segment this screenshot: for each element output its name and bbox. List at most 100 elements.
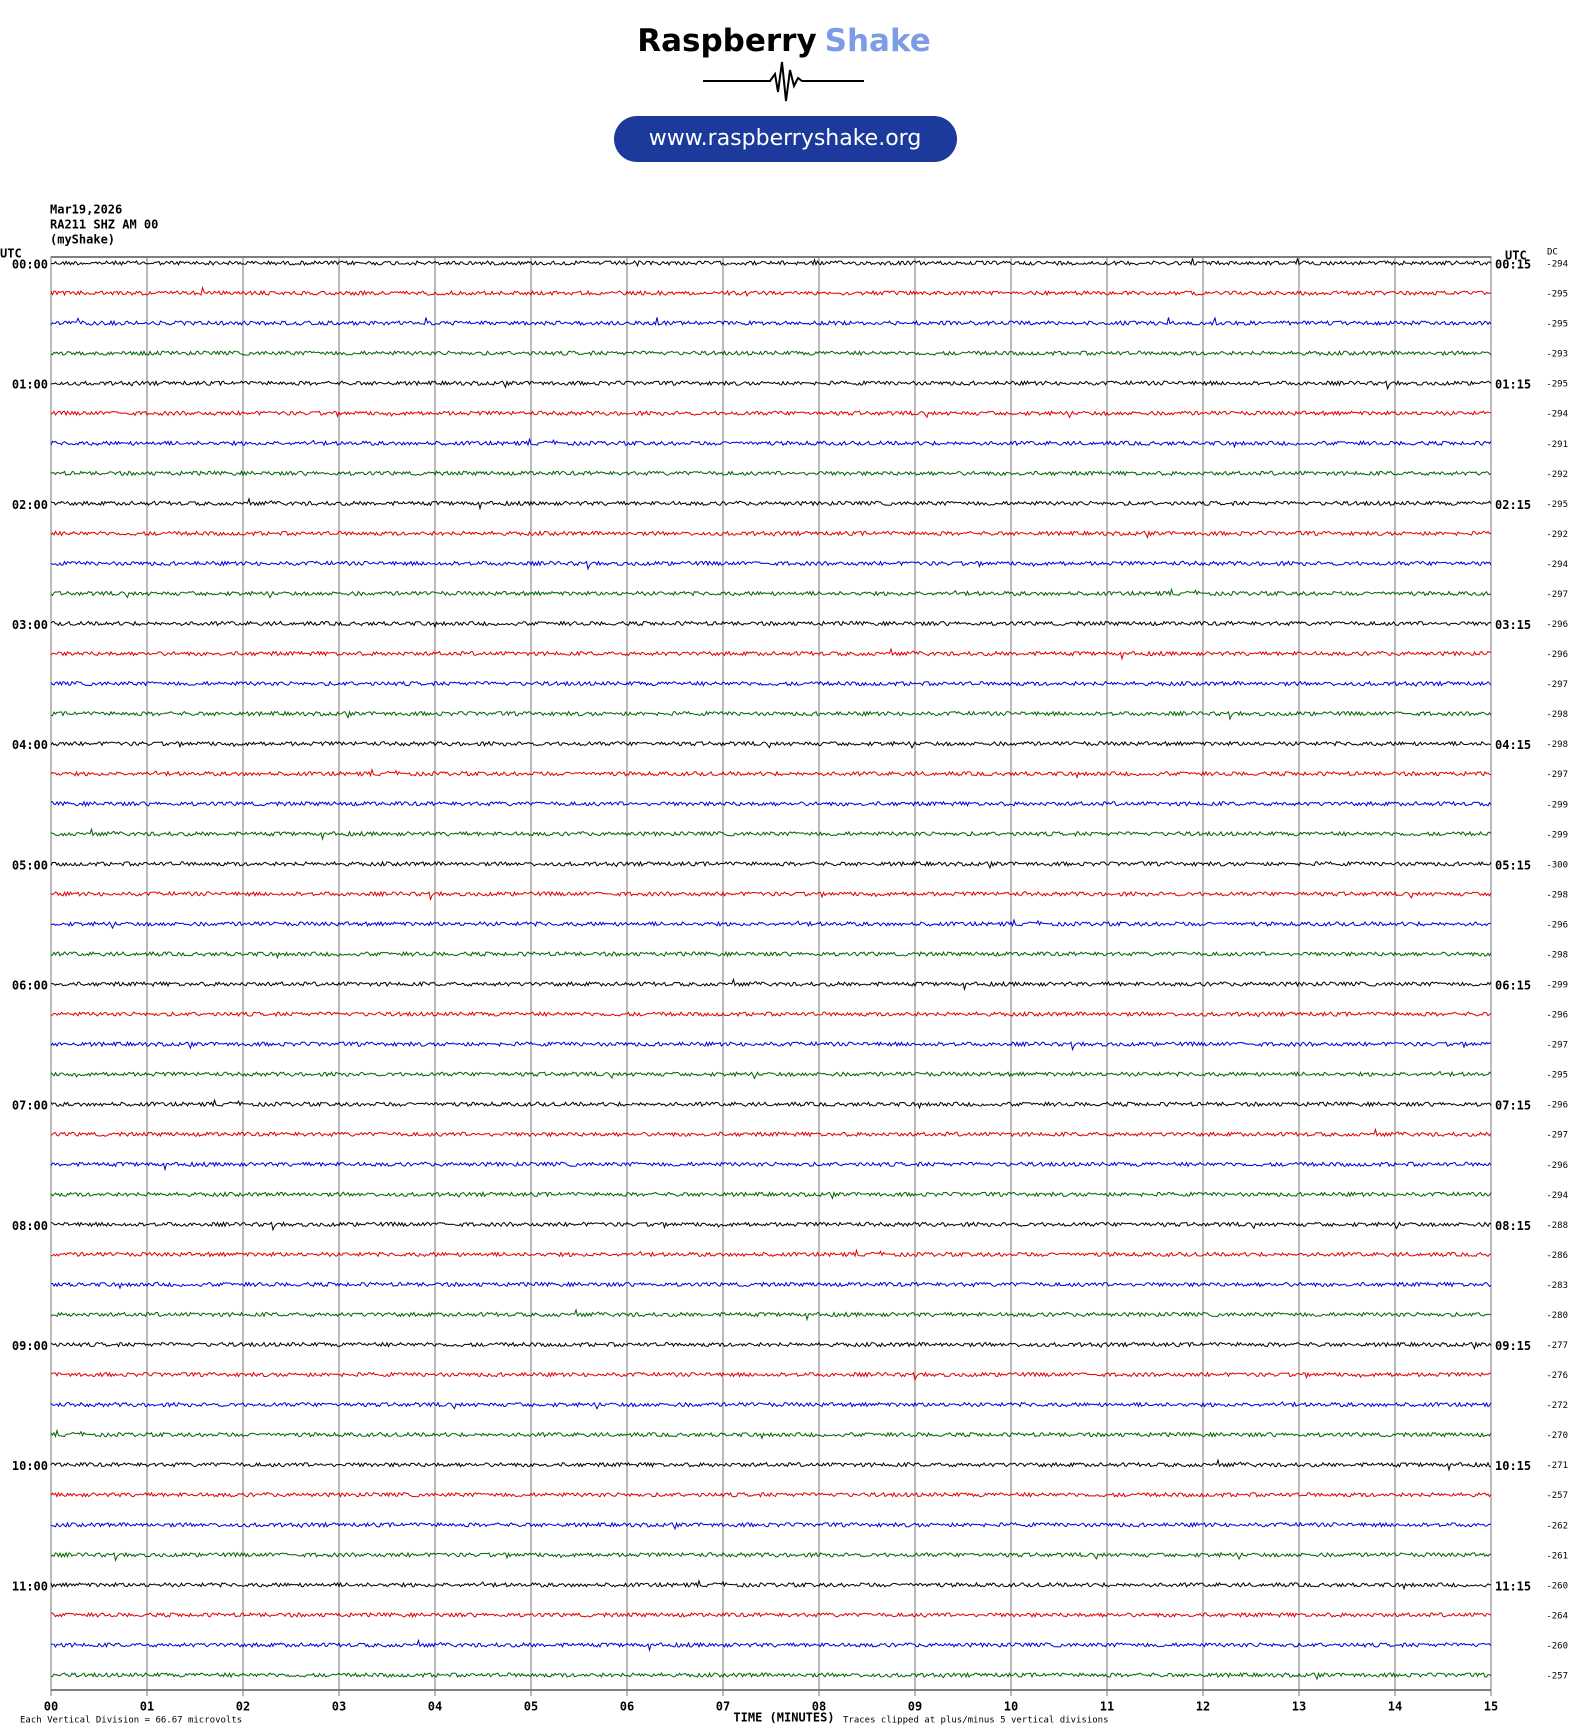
dc-value: -294 <box>1546 410 1568 420</box>
dc-value: -261 <box>1546 1551 1568 1561</box>
left-axis-label: UTC <box>0 247 22 261</box>
left-hour-label: 01:00 <box>12 378 48 392</box>
division-note: Each Vertical Division = 66.67 microvolt… <box>20 1716 242 1726</box>
clip-note: Traces clipped at plus/minus 5 vertical … <box>843 1716 1109 1726</box>
dc-value: -294 <box>1546 260 1568 270</box>
dc-value: -270 <box>1546 1431 1568 1441</box>
x-tick-label: 09 <box>908 1700 922 1714</box>
url[interactable]: www.raspberryshake.org <box>649 126 922 151</box>
right-hour-label: 00:15 <box>1495 258 1531 272</box>
right-hour-label: 08:15 <box>1495 1219 1531 1233</box>
dc-value: -292 <box>1546 530 1568 540</box>
trace <box>50 1010 1492 1018</box>
trace <box>50 437 1492 449</box>
left-hour-label: 00:00 <box>12 258 48 272</box>
dc-value: -257 <box>1546 1491 1568 1501</box>
trace <box>50 587 1492 599</box>
plot-frame <box>50 256 1492 1691</box>
right-hour-label: 05:15 <box>1495 858 1531 872</box>
trace <box>50 767 1492 779</box>
left-hour-label: 04:00 <box>12 738 48 752</box>
trace <box>50 620 1492 629</box>
dc-value: -264 <box>1546 1611 1568 1621</box>
right-hour-label: 10:15 <box>1495 1459 1531 1473</box>
left-hour-label: 09:00 <box>12 1339 48 1353</box>
trace <box>50 1638 1492 1653</box>
dc-value: -298 <box>1546 950 1568 960</box>
x-tick-label: 14 <box>1388 1700 1402 1714</box>
left-hour-label: 06:00 <box>12 979 48 993</box>
dc-value: -262 <box>1546 1521 1568 1531</box>
dc-value: -296 <box>1546 1161 1568 1171</box>
left-hour-label: 02:00 <box>12 498 48 512</box>
trace <box>50 680 1492 687</box>
dc-value: -296 <box>1546 1011 1568 1021</box>
x-tick-label: 07 <box>716 1700 730 1714</box>
dc-value: -295 <box>1546 320 1568 330</box>
trace <box>50 1371 1492 1382</box>
right-hour-label: 11:15 <box>1495 1579 1531 1593</box>
dc-value: -295 <box>1546 380 1568 390</box>
dc-value: -297 <box>1546 590 1568 600</box>
dc-value: -294 <box>1546 560 1568 570</box>
trace <box>50 800 1492 808</box>
x-axis-label: TIME (MINUTES) <box>733 1711 834 1725</box>
x-tick-label: 02 <box>236 1700 250 1714</box>
trace <box>50 860 1492 870</box>
dc-value: -298 <box>1546 710 1568 720</box>
brand-2: Shake <box>825 23 931 59</box>
dc-value: -276 <box>1546 1371 1568 1381</box>
dc-value: -299 <box>1546 800 1568 810</box>
trace <box>50 1127 1492 1138</box>
dc-value: -297 <box>1546 1041 1568 1051</box>
dc-value: -297 <box>1546 1131 1568 1141</box>
trace <box>50 1308 1492 1322</box>
trace <box>50 316 1492 327</box>
x-tick-label: 00 <box>44 1700 58 1714</box>
brand-1: Raspberry <box>637 23 816 59</box>
dc-value: -296 <box>1546 620 1568 630</box>
x-tick-label: 12 <box>1196 1700 1210 1714</box>
dc-value: -293 <box>1546 350 1568 360</box>
trace <box>50 1428 1492 1440</box>
right-hour-label: 02:15 <box>1495 498 1531 512</box>
dc-value: -272 <box>1546 1401 1568 1411</box>
trace <box>50 1491 1492 1498</box>
trace <box>50 1248 1492 1258</box>
trace <box>50 1458 1492 1472</box>
x-tick-label: 06 <box>620 1700 634 1714</box>
x-tick-label: 05 <box>524 1700 538 1714</box>
date: Mar19,2026 <box>50 203 122 217</box>
dc-value: -300 <box>1546 860 1568 870</box>
trace <box>50 1671 1492 1681</box>
left-hour-label: 05:00 <box>12 858 48 872</box>
url-pill[interactable] <box>614 116 957 162</box>
trace <box>50 349 1492 357</box>
left-hour-label: 11:00 <box>12 1579 48 1593</box>
dc-value: -296 <box>1546 920 1568 930</box>
dc-value: -299 <box>1546 830 1568 840</box>
right-axis-label: UTC <box>1505 249 1527 263</box>
right-hour-label: 01:15 <box>1495 378 1531 392</box>
dc-value: -260 <box>1546 1641 1568 1651</box>
trace <box>50 1401 1492 1410</box>
trace <box>50 827 1492 841</box>
x-tick-label: 13 <box>1292 1700 1306 1714</box>
logo-wave <box>703 61 864 102</box>
dc-value: -298 <box>1546 890 1568 900</box>
source: (myShake) <box>50 233 115 247</box>
dc-value: -296 <box>1546 650 1568 660</box>
dc-value: -283 <box>1546 1281 1568 1291</box>
dc-label: DC <box>1547 248 1558 258</box>
trace <box>50 1551 1492 1562</box>
trace <box>50 1160 1492 1172</box>
trace <box>50 410 1492 419</box>
trace <box>50 977 1492 992</box>
dc-value: -295 <box>1546 290 1568 300</box>
dc-value: -292 <box>1546 470 1568 480</box>
trace <box>50 1098 1492 1110</box>
trace <box>50 1191 1492 1200</box>
dc-value: -291 <box>1546 440 1568 450</box>
x-tick-label: 11 <box>1100 1700 1114 1714</box>
trace <box>50 1521 1492 1531</box>
